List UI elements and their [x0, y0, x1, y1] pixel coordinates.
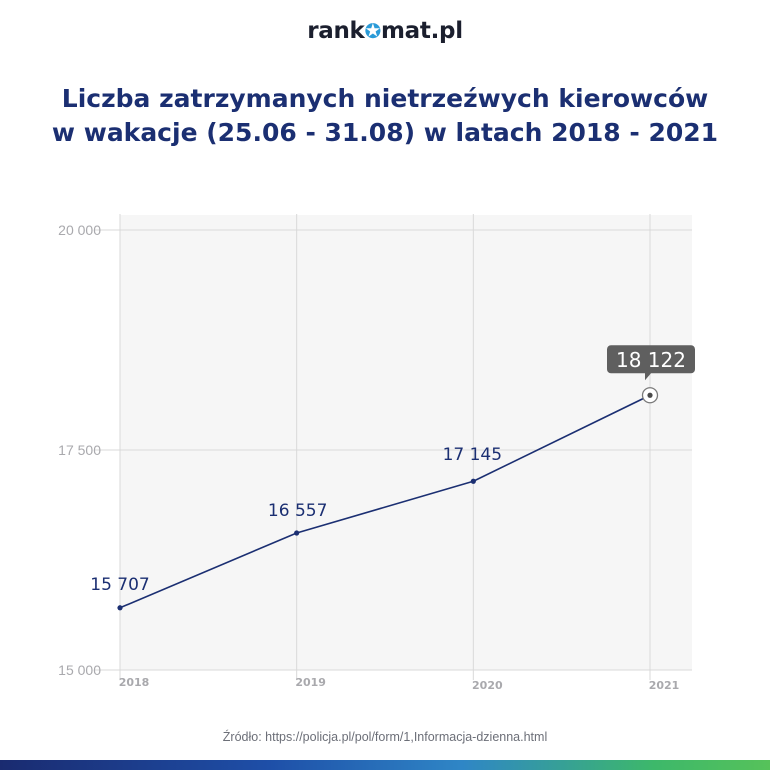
x-tick-label: 2019 — [295, 676, 326, 689]
bottom-gradient-bar — [0, 760, 770, 770]
grid-lines — [95, 214, 692, 680]
logo-text-mat: mat.pl — [381, 18, 463, 44]
x-tick-label: 2018 — [119, 676, 150, 689]
data-label: 18 122 — [616, 348, 686, 372]
data-point — [647, 392, 653, 398]
data-label: 16 557 — [268, 501, 327, 521]
data-label: 15 707 — [90, 575, 149, 595]
y-tick-label: 17 500 — [58, 442, 101, 458]
chart-title-line-1: Liczba zatrzymanych nietrzeźwych kierowc… — [61, 84, 709, 113]
y-tick-label: 15 000 — [58, 662, 101, 678]
data-labels: 15 707 16 557 17 145 18 122 — [90, 345, 695, 595]
data-point — [117, 605, 123, 611]
y-axis-tick-labels: 15 000 17 500 20 000 — [58, 222, 101, 678]
source-note: Źródło: https://policja.pl/pol/form/1,In… — [222, 730, 548, 744]
chart-title-line-2: w wakacje (25.06 - 31.08) w latach 2018 … — [51, 118, 719, 147]
logo-text-rank: rank — [307, 18, 365, 44]
x-axis-tick-labels: 2018 2019 2020 2021 — [119, 676, 680, 692]
data-label-bubble — [607, 345, 695, 381]
data-label: 17 145 — [443, 445, 502, 465]
data-point — [470, 478, 476, 484]
plot-background — [120, 215, 692, 670]
y-tick-label: 20 000 — [58, 222, 101, 238]
x-tick-label: 2021 — [649, 679, 680, 692]
plot-area — [120, 215, 692, 670]
data-series — [117, 387, 659, 611]
x-tick-label: 2020 — [472, 679, 503, 692]
chart-title: Liczba zatrzymanych nietrzeźwych kierowc… — [0, 82, 770, 150]
data-point — [294, 530, 300, 536]
star-icon: ✪ — [364, 19, 382, 43]
series-line — [119, 394, 651, 609]
logo: rank✪mat.pl — [0, 18, 770, 44]
